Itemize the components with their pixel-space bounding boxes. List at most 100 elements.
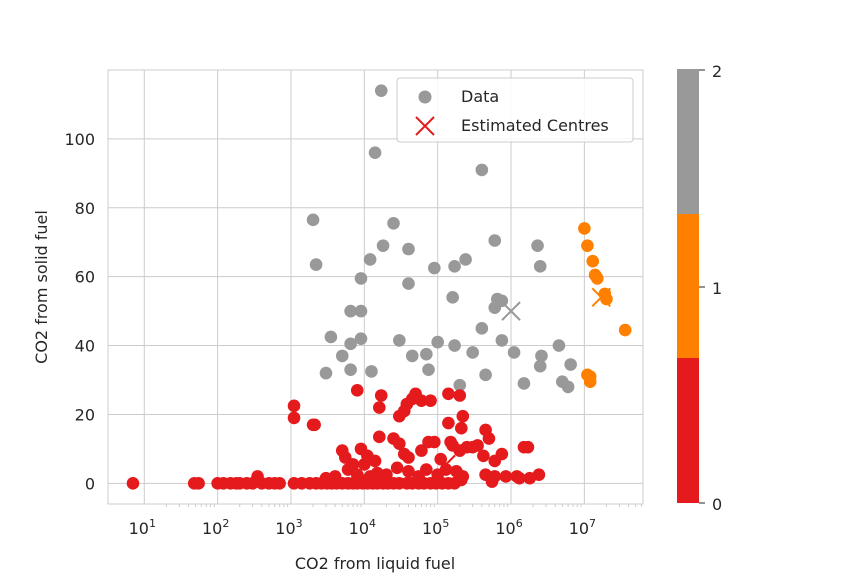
data-point — [368, 454, 382, 468]
data-point — [533, 260, 547, 273]
legend-label-centres: Estimated Centres — [461, 116, 609, 135]
data-point — [287, 399, 301, 413]
data-point — [373, 430, 386, 444]
legend-label-data: Data — [461, 87, 499, 106]
data-point — [482, 432, 496, 445]
data-point — [453, 378, 467, 392]
data-point — [479, 368, 492, 382]
data-point — [344, 304, 357, 318]
x-tick-label: 104 — [349, 517, 376, 538]
data-point — [415, 394, 428, 407]
data-point — [192, 477, 205, 490]
centre-stroke — [415, 116, 435, 136]
data-point — [354, 272, 368, 285]
data-point — [415, 444, 428, 457]
colorbar-segment-1 — [677, 214, 699, 358]
legend-data-marker — [418, 90, 432, 104]
legend-box — [396, 77, 634, 143]
data-point — [431, 335, 444, 349]
data-point — [495, 334, 509, 347]
data-point — [354, 304, 368, 318]
data-point — [456, 409, 470, 423]
data-point — [374, 389, 388, 402]
data-point — [363, 253, 377, 266]
data-point — [393, 334, 406, 347]
data-point — [424, 394, 437, 407]
data-point — [402, 242, 415, 256]
data-point — [459, 253, 472, 266]
data-point — [475, 163, 489, 177]
data-point — [442, 416, 455, 430]
data-point — [456, 470, 470, 483]
x-tick-label: 107 — [569, 517, 596, 538]
colorbar-label-2: 2 — [712, 62, 722, 81]
data-point — [368, 146, 382, 159]
data-point — [618, 323, 632, 337]
centre-marker — [591, 287, 611, 308]
data-points — [126, 84, 632, 490]
data-point — [488, 470, 502, 483]
data-point — [535, 349, 548, 363]
data-point — [319, 366, 333, 380]
data-point — [488, 234, 502, 247]
data-point — [477, 449, 490, 463]
centre-stroke — [501, 301, 521, 321]
centre-marker — [436, 454, 456, 475]
x-axis-ticks: 101 102 103 104 105 106 107 — [129, 504, 642, 538]
data-point — [578, 222, 591, 235]
data-point — [354, 332, 368, 345]
estimated-centres — [436, 287, 611, 475]
colorbar-label-1: 1 — [712, 279, 722, 298]
x-tick-label: 106 — [495, 517, 522, 538]
data-point — [273, 477, 286, 490]
data-point — [350, 384, 364, 397]
plot-area — [107, 69, 644, 505]
data-point — [564, 358, 577, 371]
data-point — [466, 346, 479, 359]
data-point — [287, 411, 301, 425]
data-point — [532, 468, 546, 482]
data-point — [422, 363, 435, 376]
y-axis-label: CO2 from solid fuel — [32, 210, 51, 364]
data-point — [373, 401, 386, 414]
data-point — [405, 349, 419, 363]
y-tick-label: 100 — [64, 130, 95, 149]
data-point — [475, 322, 489, 335]
data-point — [590, 272, 604, 285]
data-point — [442, 387, 455, 401]
data-point — [393, 437, 406, 451]
data-point — [586, 254, 600, 268]
data-point — [420, 347, 433, 361]
data-point — [306, 213, 320, 227]
centre-stroke — [591, 287, 611, 308]
data-point — [455, 421, 468, 435]
data-point — [341, 463, 355, 476]
data-point — [309, 258, 323, 271]
x-tick-label: 101 — [129, 517, 156, 538]
data-point — [507, 346, 521, 359]
legend: Data Estimated Centres — [396, 77, 634, 143]
data-point — [308, 418, 321, 432]
colorbar-segment-2 — [677, 69, 699, 214]
data-point — [446, 291, 459, 304]
colorbar-segment-0 — [677, 358, 699, 503]
data-point — [428, 261, 441, 275]
data-point — [521, 440, 535, 454]
data-point — [344, 337, 357, 351]
y-tick-label: 20 — [75, 405, 95, 424]
data-point — [365, 365, 378, 378]
data-point — [344, 363, 357, 376]
x-axis-label: CO2 from liquid fuel — [295, 554, 455, 573]
legend-centre-marker — [415, 116, 435, 136]
data-point — [453, 389, 467, 402]
data-point — [390, 461, 404, 475]
data-point — [428, 435, 441, 449]
data-point — [531, 239, 544, 252]
legend-x — [415, 116, 435, 136]
data-point — [499, 470, 513, 483]
data-point — [324, 330, 338, 344]
y-tick-label: 40 — [75, 337, 95, 356]
x-tick-label: 102 — [202, 517, 229, 538]
x-tick-label: 103 — [275, 517, 302, 538]
data-point — [420, 463, 433, 476]
